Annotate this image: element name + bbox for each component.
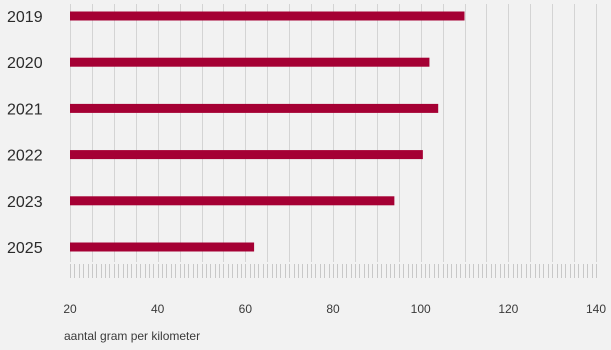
x-tick-label: 80	[326, 302, 340, 316]
category-labels: 2019 2020 2021 2022 2023 2025	[7, 9, 43, 257]
category-label-2020: 2020	[7, 55, 43, 72]
category-label-2022: 2022	[7, 148, 43, 165]
gridlines	[70, 4, 597, 262]
bar-2020	[70, 57, 430, 67]
bars	[70, 11, 465, 252]
x-tick-label: 100	[411, 302, 431, 316]
x-tick-labels: 20 40 60 80 100 120 140	[63, 302, 606, 316]
bar-2025	[70, 242, 255, 252]
category-label-2021: 2021	[7, 101, 43, 118]
bar-2021	[70, 103, 439, 113]
x-tick-label: 120	[498, 302, 518, 316]
bar-2019	[70, 11, 465, 21]
x-tick-label: 40	[151, 302, 165, 316]
x-tick-label: 140	[586, 302, 606, 316]
x-tick-label: 60	[239, 302, 253, 316]
category-label-2023: 2023	[7, 194, 43, 211]
x-tick-label: 20	[63, 302, 77, 316]
category-label-2025: 2025	[7, 240, 43, 257]
x-axis-title: aantal gram per kilometer	[64, 329, 200, 343]
category-label-2019: 2019	[7, 9, 43, 26]
bar-2023	[70, 196, 395, 206]
bar-2022	[70, 150, 423, 160]
minor-ticks	[70, 264, 597, 278]
